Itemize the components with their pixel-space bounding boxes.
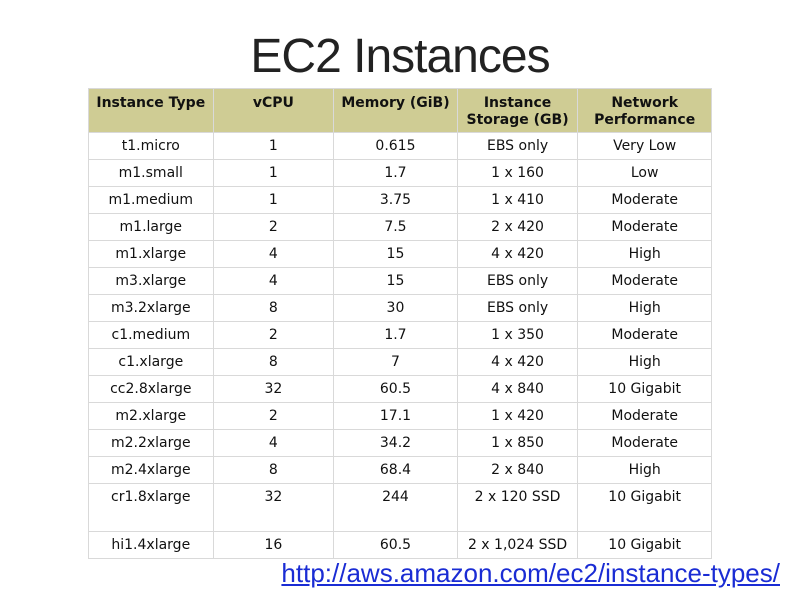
cell-vcpu: 8: [212, 294, 335, 322]
cell-network: Moderate: [577, 186, 712, 214]
cell-vcpu: 1: [212, 186, 335, 214]
cell-instance-type: m3.2xlarge: [88, 294, 214, 322]
cell-network: High: [577, 348, 712, 376]
cell-instance-type: c1.xlarge: [88, 348, 214, 376]
cell-storage: 1 x 160: [456, 159, 579, 187]
cell-memory: 17.1: [333, 402, 458, 430]
instance-types-link[interactable]: http://aws.amazon.com/ec2/instance-types…: [281, 558, 780, 588]
cell-memory: 244: [333, 483, 458, 532]
cell-vcpu: 1: [212, 132, 335, 160]
cell-vcpu: 4: [212, 240, 335, 268]
table-row: m3.2xlarge 8 30 EBS only High: [88, 294, 712, 322]
cell-memory: 0.615: [333, 132, 458, 160]
table-row: m1.xlarge 4 15 4 x 420 High: [88, 240, 712, 268]
table-row: cc2.8xlarge 32 60.5 4 x 840 10 Gigabit: [88, 375, 712, 403]
cell-vcpu: 16: [212, 531, 335, 559]
cell-storage: 2 x 120 SSD: [456, 483, 579, 532]
cell-storage: 2 x 1,024 SSD: [456, 531, 579, 559]
table-row: m3.xlarge 4 15 EBS only Moderate: [88, 267, 712, 295]
cell-vcpu: 2: [212, 213, 335, 241]
instance-types-table: Instance Type vCPU Memory (GiB) Instance…: [88, 88, 712, 559]
table-row: m1.small 1 1.7 1 x 160 Low: [88, 159, 712, 187]
cell-storage: EBS only: [456, 294, 579, 322]
cell-instance-type: m1.medium: [88, 186, 214, 214]
cell-network: 10 Gigabit: [577, 483, 712, 532]
table-row: cr1.8xlarge 32 244 2 x 120 SSD 10 Gigabi…: [88, 483, 712, 532]
cell-storage: EBS only: [456, 267, 579, 295]
cell-instance-type: c1.medium: [88, 321, 214, 349]
cell-instance-type: cc2.8xlarge: [88, 375, 214, 403]
cell-instance-type: m1.xlarge: [88, 240, 214, 268]
cell-memory: 1.7: [333, 159, 458, 187]
cell-storage: 2 x 840: [456, 456, 579, 484]
cell-network: Moderate: [577, 267, 712, 295]
table-row: c1.medium 2 1.7 1 x 350 Moderate: [88, 321, 712, 349]
cell-vcpu: 4: [212, 267, 335, 295]
table-row: hi1.4xlarge 16 60.5 2 x 1,024 SSD 10 Gig…: [88, 531, 712, 559]
cell-memory: 15: [333, 240, 458, 268]
cell-storage: EBS only: [456, 132, 579, 160]
cell-instance-type: m1.small: [88, 159, 214, 187]
cell-vcpu: 8: [212, 348, 335, 376]
cell-vcpu: 2: [212, 402, 335, 430]
header-instance-type: Instance Type: [88, 88, 214, 133]
cell-storage: 1 x 350: [456, 321, 579, 349]
cell-network: 10 Gigabit: [577, 375, 712, 403]
cell-memory: 34.2: [333, 429, 458, 457]
cell-storage: 4 x 420: [456, 240, 579, 268]
cell-memory: 1.7: [333, 321, 458, 349]
cell-instance-type: cr1.8xlarge: [88, 483, 214, 532]
cell-vcpu: 2: [212, 321, 335, 349]
cell-network: Very Low: [577, 132, 712, 160]
table-row: m2.xlarge 2 17.1 1 x 420 Moderate: [88, 402, 712, 430]
cell-storage: 4 x 420: [456, 348, 579, 376]
cell-network: High: [577, 294, 712, 322]
cell-instance-type: m3.xlarge: [88, 267, 214, 295]
cell-vcpu: 1: [212, 159, 335, 187]
cell-memory: 60.5: [333, 375, 458, 403]
cell-storage: 4 x 840: [456, 375, 579, 403]
cell-instance-type: m2.xlarge: [88, 402, 214, 430]
cell-memory: 68.4: [333, 456, 458, 484]
slide-title: EC2 Instances: [250, 30, 550, 83]
table-row: m1.large 2 7.5 2 x 420 Moderate: [88, 213, 712, 241]
cell-memory: 3.75: [333, 186, 458, 214]
cell-network: Moderate: [577, 213, 712, 241]
cell-network: High: [577, 456, 712, 484]
cell-storage: 1 x 420: [456, 402, 579, 430]
cell-storage: 1 x 850: [456, 429, 579, 457]
cell-storage: 2 x 420: [456, 213, 579, 241]
cell-network: Moderate: [577, 321, 712, 349]
cell-storage: 1 x 410: [456, 186, 579, 214]
cell-network: Moderate: [577, 429, 712, 457]
header-instance-storage: Instance Storage (GB): [456, 88, 579, 133]
table-row: m1.medium 1 3.75 1 x 410 Moderate: [88, 186, 712, 214]
cell-network: Moderate: [577, 402, 712, 430]
cell-instance-type: t1.micro: [88, 132, 214, 160]
cell-memory: 15: [333, 267, 458, 295]
cell-instance-type: m2.2xlarge: [88, 429, 214, 457]
header-network-performance: Network Performance: [577, 88, 712, 133]
table-row: c1.xlarge 8 7 4 x 420 High: [88, 348, 712, 376]
cell-vcpu: 32: [212, 483, 335, 532]
cell-memory: 7: [333, 348, 458, 376]
header-memory: Memory (GiB): [333, 88, 458, 133]
cell-vcpu: 4: [212, 429, 335, 457]
cell-instance-type: hi1.4xlarge: [88, 531, 214, 559]
cell-instance-type: m1.large: [88, 213, 214, 241]
cell-memory: 30: [333, 294, 458, 322]
cell-network: Low: [577, 159, 712, 187]
cell-vcpu: 32: [212, 375, 335, 403]
table-row: m2.4xlarge 8 68.4 2 x 840 High: [88, 456, 712, 484]
cell-network: High: [577, 240, 712, 268]
cell-instance-type: m2.4xlarge: [88, 456, 214, 484]
cell-memory: 60.5: [333, 531, 458, 559]
table-row: t1.micro 1 0.615 EBS only Very Low: [88, 132, 712, 160]
header-vcpu: vCPU: [212, 88, 335, 133]
cell-network: 10 Gigabit: [577, 531, 712, 559]
table-row: m2.2xlarge 4 34.2 1 x 850 Moderate: [88, 429, 712, 457]
cell-vcpu: 8: [212, 456, 335, 484]
table-header-row: Instance Type vCPU Memory (GiB) Instance…: [88, 88, 712, 133]
cell-memory: 7.5: [333, 213, 458, 241]
